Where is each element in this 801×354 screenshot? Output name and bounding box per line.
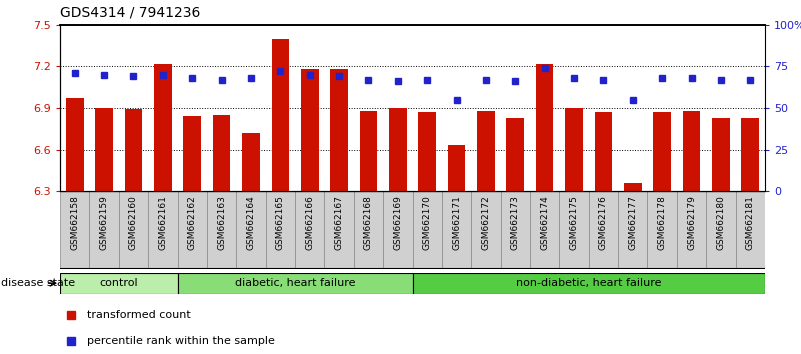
Text: GSM662171: GSM662171 — [452, 195, 461, 250]
Text: percentile rank within the sample: percentile rank within the sample — [87, 336, 275, 346]
Bar — [60, 191, 90, 269]
Bar — [178, 273, 413, 294]
Text: GSM662158: GSM662158 — [70, 195, 79, 250]
Text: GSM662178: GSM662178 — [658, 195, 666, 250]
Bar — [677, 191, 706, 269]
Bar — [682, 111, 700, 191]
Text: GSM662159: GSM662159 — [99, 195, 109, 250]
Bar — [742, 118, 759, 191]
Bar — [360, 111, 377, 191]
Text: GSM662165: GSM662165 — [276, 195, 285, 250]
Bar — [354, 191, 383, 269]
Bar — [442, 191, 471, 269]
Bar — [706, 191, 735, 269]
Bar — [624, 183, 642, 191]
Bar — [471, 191, 501, 269]
Bar — [647, 191, 677, 269]
Text: GSM662163: GSM662163 — [217, 195, 226, 250]
Bar — [530, 191, 559, 269]
Bar — [413, 273, 765, 294]
Bar — [236, 191, 266, 269]
Text: GSM662169: GSM662169 — [393, 195, 402, 250]
Bar — [330, 69, 348, 191]
Text: diabetic, heart failure: diabetic, heart failure — [235, 278, 356, 288]
Text: GSM662179: GSM662179 — [687, 195, 696, 250]
Bar — [506, 118, 524, 191]
Bar — [295, 191, 324, 269]
Bar — [589, 191, 618, 269]
Text: GSM662175: GSM662175 — [570, 195, 578, 250]
Bar — [389, 108, 407, 191]
Text: non-diabetic, heart failure: non-diabetic, heart failure — [516, 278, 662, 288]
Bar — [618, 191, 647, 269]
Text: GSM662176: GSM662176 — [599, 195, 608, 250]
Text: GSM662172: GSM662172 — [481, 195, 490, 250]
Bar — [448, 145, 465, 191]
Bar — [413, 191, 442, 269]
Bar — [501, 191, 530, 269]
Text: GSM662161: GSM662161 — [159, 195, 167, 250]
Bar — [566, 108, 583, 191]
Bar — [654, 112, 671, 191]
Text: GDS4314 / 7941236: GDS4314 / 7941236 — [60, 5, 200, 19]
Bar — [125, 109, 143, 191]
Bar — [559, 191, 589, 269]
Bar — [242, 133, 260, 191]
Bar — [95, 108, 113, 191]
Bar — [712, 118, 730, 191]
Text: GSM662168: GSM662168 — [364, 195, 373, 250]
Text: GSM662181: GSM662181 — [746, 195, 755, 250]
Text: GSM662160: GSM662160 — [129, 195, 138, 250]
Bar — [119, 191, 148, 269]
Bar — [178, 191, 207, 269]
Bar — [594, 112, 612, 191]
Bar — [266, 191, 295, 269]
Bar — [301, 69, 319, 191]
Text: GSM662174: GSM662174 — [540, 195, 549, 250]
Bar — [207, 191, 236, 269]
Bar — [418, 112, 436, 191]
Text: GSM662170: GSM662170 — [423, 195, 432, 250]
Bar — [148, 191, 178, 269]
Bar — [536, 64, 553, 191]
Bar — [272, 39, 289, 191]
Bar — [477, 111, 495, 191]
Text: GSM662162: GSM662162 — [187, 195, 197, 250]
Bar — [735, 191, 765, 269]
Bar — [66, 98, 83, 191]
Text: GSM662180: GSM662180 — [716, 195, 726, 250]
Text: control: control — [99, 278, 138, 288]
Text: GSM662166: GSM662166 — [305, 195, 314, 250]
Bar — [90, 191, 119, 269]
Bar — [60, 273, 178, 294]
Text: GSM662173: GSM662173 — [511, 195, 520, 250]
Text: GSM662177: GSM662177 — [628, 195, 638, 250]
Text: GSM662164: GSM662164 — [247, 195, 256, 250]
Bar — [324, 191, 354, 269]
Bar — [183, 116, 201, 191]
Text: GSM662167: GSM662167 — [335, 195, 344, 250]
Text: disease state: disease state — [1, 278, 75, 288]
Bar — [383, 191, 413, 269]
Bar — [213, 115, 231, 191]
Text: transformed count: transformed count — [87, 310, 191, 320]
Bar — [154, 64, 171, 191]
